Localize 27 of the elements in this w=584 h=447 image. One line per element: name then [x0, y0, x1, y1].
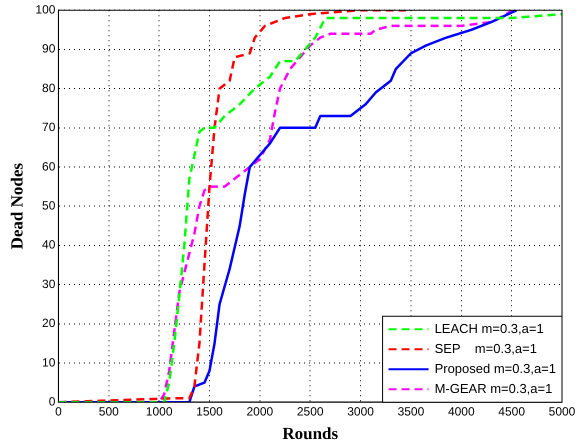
y-tick-label: 20 [42, 316, 56, 330]
x-tick-label: 500 [98, 404, 120, 419]
x-tick-label: 3000 [347, 404, 374, 419]
x-tick-label: 2500 [296, 404, 324, 419]
x-axis-title: Rounds [282, 424, 338, 444]
y-tick-label: 90 [42, 42, 56, 56]
x-tick-label: 1000 [146, 404, 173, 419]
y-tick-label: 70 [42, 120, 56, 134]
legend-label: SEP m=0.3,a=1 [434, 340, 537, 356]
x-tick-label: 5000 [548, 404, 576, 419]
legend-label: Proposed m=0.3,a=1 [434, 360, 556, 376]
legend-label: M-GEAR m=0.3,a=1 [434, 380, 552, 396]
x-tick-label: 3500 [398, 404, 425, 419]
x-tick-label: 2000 [246, 404, 274, 419]
y-tick-label: 40 [42, 238, 56, 252]
y-tick-label: 30 [42, 276, 56, 291]
y-tick-label: 10 [42, 355, 56, 370]
legend-label: LEACH m=0.3,a=1 [434, 320, 544, 336]
y-tick-label: 100 [35, 2, 56, 17]
x-tick-label: 1500 [196, 404, 224, 419]
x-tick-label: 4500 [498, 404, 526, 419]
y-tick-label: 50 [42, 198, 56, 213]
y-tick-label: 60 [42, 159, 56, 174]
y-axis-title: Dead Nodes [8, 162, 27, 250]
y-tick-label: 0 [48, 394, 56, 409]
y-tick-label: 80 [42, 80, 56, 95]
x-tick-label: 4000 [448, 404, 475, 419]
